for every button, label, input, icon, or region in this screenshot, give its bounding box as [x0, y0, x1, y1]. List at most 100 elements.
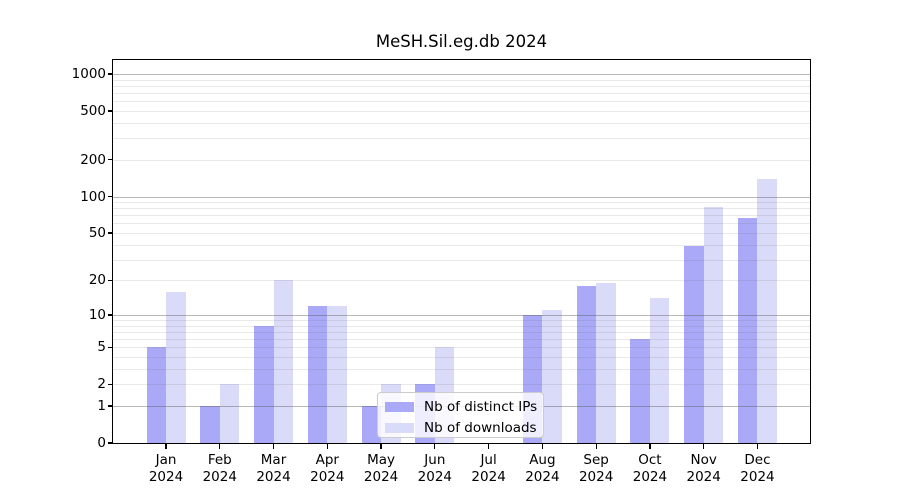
y-tick-mark-1000 [108, 73, 113, 75]
gridline-minor-9 [113, 320, 810, 322]
gridline-minor-500 [113, 110, 810, 112]
x-tick-mark-sep [595, 444, 597, 449]
gridline-minor-6 [113, 339, 810, 341]
y-tick-label-20: 20 [88, 272, 106, 289]
x-tick-mark-aug [541, 444, 544, 449]
x-tick-mark-may [380, 444, 382, 449]
bar-distinct-ips-mar [254, 325, 274, 443]
legend-label-distinct-ips: Nb of distinct IPs [424, 399, 538, 415]
x-tick-mark-jun [434, 444, 436, 449]
x-tick-mark-nov [703, 444, 705, 449]
gridline-minor-3 [113, 368, 810, 370]
y-tick-label-10: 10 [88, 306, 106, 323]
gridline-minor-800 [113, 85, 810, 87]
y-tick-mark-10 [108, 314, 113, 316]
bar-distinct-ips-apr [307, 306, 328, 443]
gridline-minor-60 [113, 223, 810, 225]
x-tick-label-may: May 2024 [363, 452, 399, 485]
gridline-minor-700 [113, 93, 810, 95]
gridline-minor-80 [113, 208, 810, 210]
bar-downloads-feb [219, 384, 240, 443]
bar-distinct-ips-oct [630, 339, 650, 443]
gridline-minor-4 [113, 357, 810, 359]
y-tick-label-100: 100 [80, 188, 106, 205]
x-tick-label-dec: Dec 2024 [740, 452, 775, 485]
x-tick-label-jan: Jan 2024 [148, 452, 184, 485]
bar-distinct-ips-feb [200, 405, 220, 443]
plot-area [113, 60, 810, 443]
gridline-minor-2 [113, 384, 810, 386]
gridline-minor-20 [113, 280, 810, 282]
gridline-minor-70 [113, 215, 810, 217]
x-tick-mark-feb [219, 444, 221, 449]
bar-distinct-ips-jan [146, 347, 166, 443]
x-tick-label-mar: Mar 2024 [256, 452, 291, 485]
y-tick-mark-50 [108, 232, 113, 234]
y-tick-label-1000: 1000 [71, 66, 106, 82]
bar-downloads-sep [596, 282, 616, 443]
bar-distinct-ips-dec [737, 217, 758, 443]
gridline-minor-90 [113, 202, 810, 204]
x-tick-mark-jul [487, 444, 490, 449]
gridline-minor-30 [113, 259, 810, 261]
x-tick-label-oct: Oct 2024 [632, 452, 668, 485]
gridline-minor-5 [113, 347, 810, 349]
bar-distinct-ips-sep [576, 285, 597, 443]
bar-downloads-nov [703, 206, 724, 443]
y-tick-label-0: 0 [97, 435, 106, 451]
gridline-minor-300 [113, 138, 810, 140]
chart-title: MeSH.Sil.eg.db 2024 [375, 32, 548, 51]
legend-swatch-distinct-ips [385, 402, 414, 412]
x-tick-label-aug: Aug 2024 [525, 452, 560, 485]
x-tick-label-jun: Jun 2024 [417, 452, 453, 485]
x-tick-mark-jan [165, 444, 167, 449]
gridline-major-10 [113, 314, 810, 316]
gridline-minor-900 [113, 79, 810, 81]
x-tick-mark-dec [756, 444, 759, 449]
y-tick-label-500: 500 [80, 102, 106, 119]
gridline-minor-7 [113, 331, 810, 333]
y-tick-mark-200 [108, 159, 113, 161]
y-tick-mark-0 [108, 442, 113, 444]
bar-downloads-aug [542, 310, 562, 443]
x-tick-label-apr: Apr 2024 [310, 452, 345, 485]
y-tick-mark-2 [108, 383, 113, 385]
y-tick-mark-100 [108, 195, 113, 198]
gridline-minor-50 [113, 232, 810, 234]
legend-swatch-downloads [385, 423, 414, 433]
x-tick-label-jul: Jul 2024 [471, 452, 506, 485]
gridline-minor-600 [113, 101, 810, 103]
bar-downloads-mar [273, 280, 294, 443]
legend-item-distinct-ips: Nb of distinct IPs [385, 398, 543, 416]
y-tick-mark-5 [108, 346, 113, 348]
gridline-major-100 [113, 196, 810, 198]
x-tick-mark-oct [649, 444, 651, 449]
y-tick-label-50: 50 [88, 224, 106, 241]
bar-distinct-ips-may [361, 405, 382, 443]
bar-distinct-ips-nov [684, 245, 704, 443]
y-tick-mark-20 [108, 279, 113, 282]
y-tick-label-200: 200 [80, 151, 106, 168]
y-tick-label-5: 5 [97, 339, 106, 356]
bar-downloads-oct [649, 298, 670, 443]
x-tick-mark-apr [326, 444, 328, 449]
gridline-minor-400 [113, 122, 810, 124]
gridlines-layer [113, 60, 810, 443]
x-tick-label-nov: Nov 2024 [686, 452, 721, 485]
x-tick-label-sep: Sep 2024 [578, 452, 614, 485]
gridline-minor-200 [113, 159, 810, 161]
gridline-minor-8 [113, 325, 810, 327]
y-tick-mark-1 [108, 405, 113, 407]
legend-item-downloads: Nb of downloads [385, 419, 543, 437]
y-tick-label-1: 1 [97, 397, 106, 414]
legend-label-downloads: Nb of downloads [424, 420, 537, 436]
bar-downloads-dec [757, 178, 777, 443]
x-tick-mark-mar [272, 444, 275, 449]
bar-downloads-apr [327, 306, 347, 443]
x-tick-label-feb: Feb 2024 [202, 452, 237, 485]
y-tick-mark-500 [108, 110, 113, 112]
bar-downloads-jan [166, 291, 186, 443]
y-tick-label-2: 2 [97, 376, 106, 393]
gridline-minor-40 [113, 244, 810, 246]
